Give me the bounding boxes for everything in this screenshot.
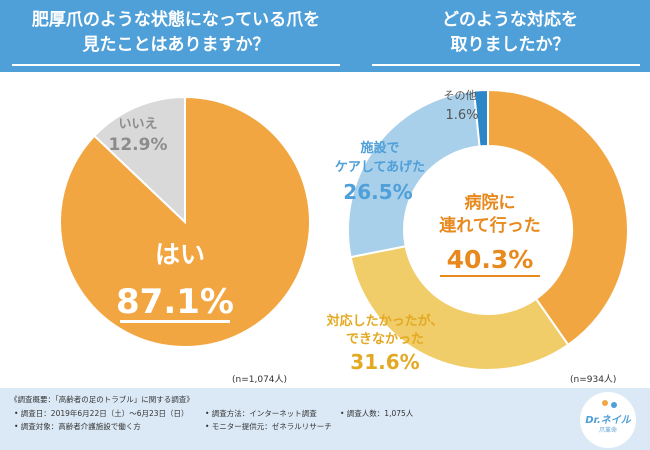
donut-care-value: 26.5%: [343, 180, 412, 204]
question-1-line-1: 肥厚爪のような状態になっている爪を: [31, 10, 321, 30]
question-2-line-2: 取りましたか？: [450, 35, 570, 55]
survey-method: • 調査方法：インターネット調査: [205, 409, 317, 418]
survey-date: • 調査日：2019年6月22日（土）～6月23日（日）: [14, 409, 189, 418]
donut-care-line-1: 施設で: [360, 140, 399, 156]
dr-nail-logo: Dr.ネイル 爪革命: [580, 392, 636, 448]
charts-canvas: はい 87.1% いいえ 12.9% 病院に 連れて行った 40.3% 施設で …: [59, 88, 629, 374]
question-1-line-2: 見たことはありますか？: [82, 35, 270, 55]
donut-hospital-underline: [440, 275, 540, 277]
logo-subtext: 爪革命: [598, 427, 617, 434]
donut-cant-value: 31.6%: [350, 350, 419, 374]
pie1-sample-size: (n=1,074人): [232, 375, 288, 385]
donut-slice-0: [487, 88, 629, 347]
donut-chart-response: [347, 88, 629, 371]
header-banner: [0, 0, 650, 72]
pie1-slice-1: [93, 95, 186, 225]
survey-count: • 調査人数：1,075人: [340, 409, 414, 418]
logo-text: Dr.ネイル: [585, 415, 631, 426]
question-2-line-1: どのような対応を: [442, 10, 578, 30]
donut-other-value: 1.6%: [445, 108, 478, 123]
donut-hospital-line-1: 病院に: [465, 192, 516, 213]
logo-dot-orange-icon: [602, 400, 608, 406]
pie1-no-label: いいえ: [118, 117, 157, 132]
donut-slice-3: [472, 88, 489, 148]
question-2-underline: [372, 64, 640, 66]
question-2-title: どのような対応を 取りましたか？: [395, 8, 625, 58]
logo-dot-blue-icon: [611, 402, 617, 408]
donut-hospital-line-2: 連れて行った: [439, 215, 541, 236]
donut-slice-2: [347, 89, 481, 259]
pie1-yes-value: 87.1%: [116, 282, 234, 322]
survey-provider: • モニター提供元：ゼネラルリサーチ: [205, 422, 332, 431]
survey-title: 《調査概要：「高齢者の足のトラブル」に関する調査》: [10, 395, 194, 404]
question-1-title: 肥厚爪のような状態になっている爪を 見たことはありますか？: [6, 8, 346, 58]
donut-cant-line-2: できなかった: [346, 332, 424, 347]
question-1-underline: [12, 64, 340, 66]
survey-target: • 調査対象：高齢者介護施設で働く方: [14, 422, 141, 431]
donut-sample-size: (n=934人): [570, 375, 617, 385]
donut-other-label: その他: [444, 89, 477, 102]
donut-hospital-value: 40.3%: [447, 245, 534, 274]
pie1-no-value: 12.9%: [109, 135, 168, 155]
pie1-yes-label: はい: [155, 240, 205, 269]
donut-care-line-2: ケアしてあげた: [335, 159, 425, 175]
pie-chart-seen-nails: [59, 95, 311, 348]
pie1-yes-underline: [120, 320, 230, 323]
survey-footer: 《調査概要：「高齢者の足のトラブル」に関する調査》 • 調査日：2019年6月2…: [0, 388, 650, 450]
donut-slice-1: [349, 245, 570, 371]
donut-cant-line-1: 対応したかったが、: [326, 313, 444, 329]
